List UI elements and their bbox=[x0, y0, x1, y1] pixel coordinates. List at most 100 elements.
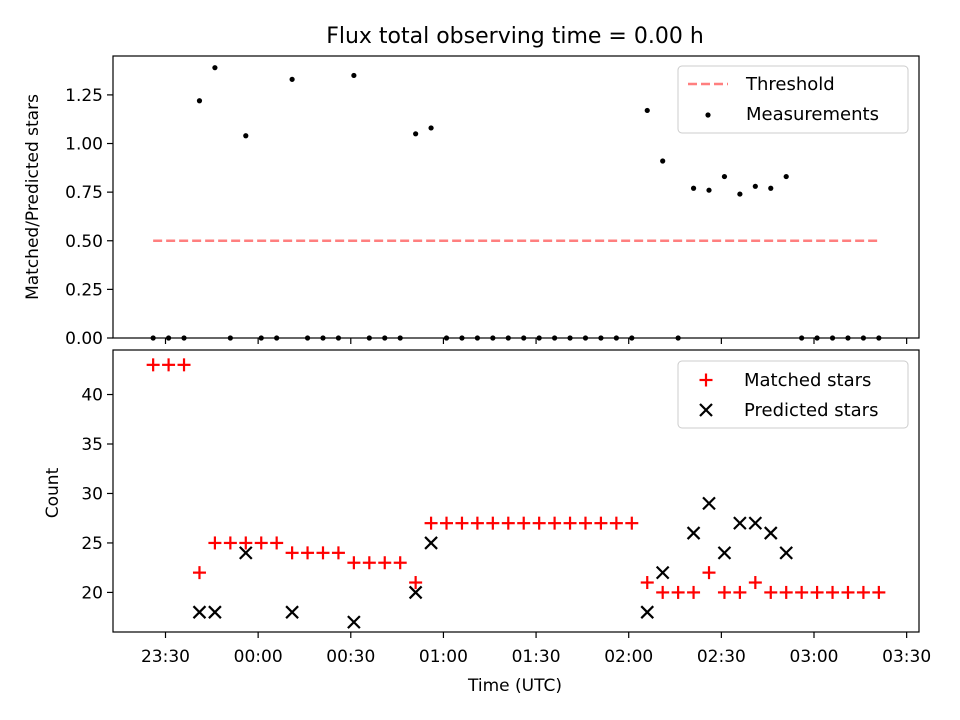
measurement-point bbox=[212, 65, 218, 71]
legend-predicted-marker-b bbox=[699, 403, 713, 417]
measurement-point bbox=[737, 191, 743, 197]
measurement-point bbox=[351, 72, 357, 79]
matched-star-point bbox=[795, 585, 809, 599]
bottom-y-tick-label: 30 bbox=[81, 484, 103, 504]
measurement-point bbox=[660, 158, 666, 164]
matched-star-point bbox=[208, 536, 222, 550]
predicted-star-point-b bbox=[640, 605, 655, 619]
top-legend: Threshold Measurements bbox=[677, 65, 909, 134]
top-plot-marks bbox=[150, 65, 882, 341]
bottom-x-tick-label: 01:30 bbox=[512, 647, 561, 667]
legend-matched-marker bbox=[699, 373, 713, 387]
matched-star-point bbox=[254, 536, 268, 550]
bottom-panel: 20 25 30 35 40 23:30 00:00 00:30 01:00 01:30 02:0… bbox=[43, 349, 931, 696]
top-axes-frame bbox=[112, 55, 920, 339]
legend-threshold-label: Threshold bbox=[745, 74, 835, 95]
matched-star-point bbox=[826, 585, 840, 599]
matched-star-point bbox=[779, 585, 793, 599]
matched-star-point bbox=[177, 358, 191, 372]
bottom-x-axis-label: Time (UTC) bbox=[467, 676, 562, 696]
predicted-star-point-b bbox=[763, 526, 778, 540]
predicted-star-point bbox=[655, 565, 670, 580]
predicted-star-point bbox=[748, 516, 763, 530]
predicted-star-point-b bbox=[347, 615, 361, 629]
top-y-tick-label: 1.25 bbox=[65, 86, 103, 106]
matched-star-point bbox=[563, 516, 577, 530]
matched-star-point bbox=[440, 516, 454, 530]
bottom-x-tick-label: 02:30 bbox=[697, 647, 746, 667]
bottom-x-tick-label: 23:30 bbox=[141, 647, 190, 667]
top-y-tick-label: 1.00 bbox=[65, 135, 103, 155]
measurement-point bbox=[413, 131, 419, 137]
legend-matched-label: Matched stars bbox=[744, 370, 871, 391]
measurement-point bbox=[783, 173, 789, 180]
predicted-star-point bbox=[702, 496, 716, 511]
bottom-x-tick-label: 03:00 bbox=[790, 647, 839, 667]
matched-star-point bbox=[640, 576, 654, 590]
predicted-star-point bbox=[686, 526, 701, 540]
predicted-star-point-b bbox=[239, 546, 253, 560]
legend-predicted-marker bbox=[699, 403, 713, 417]
matched-star-point bbox=[687, 585, 701, 599]
matched-star-point bbox=[578, 516, 592, 530]
matched-star-point bbox=[532, 516, 546, 530]
top-y-tick-label: 0.00 bbox=[65, 329, 103, 349]
legend-predicted-swatch bbox=[699, 403, 713, 417]
predicted-star-point-b bbox=[748, 516, 763, 530]
matched-star-point bbox=[671, 585, 685, 599]
top-x-ticks bbox=[164, 338, 908, 344]
predicted-star-point bbox=[208, 605, 222, 619]
top-y-tick-label: 0.25 bbox=[65, 280, 103, 300]
top-y-axis-label: Matched/Predicted stars bbox=[23, 94, 43, 300]
matched-star-point bbox=[470, 516, 484, 530]
bottom-x-tick-label: 00:00 bbox=[234, 647, 283, 667]
predicted-star-point-b bbox=[717, 546, 732, 560]
predicted-star-point bbox=[779, 546, 793, 560]
predicted-star-point bbox=[239, 546, 253, 560]
matched-star-point bbox=[455, 516, 469, 530]
matched-star-point bbox=[146, 358, 160, 372]
predicted-star-point-b bbox=[285, 605, 299, 619]
top-panel: 0.00 0.25 0.50 0.75 1.00 1.25 Matched/Predict… bbox=[23, 55, 920, 349]
matched-star-point bbox=[162, 358, 176, 372]
predicted-star-point-b bbox=[424, 536, 438, 550]
predicted-star-point-b bbox=[192, 605, 207, 619]
matched-star-point bbox=[393, 556, 407, 570]
predicted-star-point bbox=[192, 605, 207, 619]
matched-star-point bbox=[239, 536, 253, 550]
bottom-axes-frame bbox=[112, 349, 920, 633]
predicted-star-point bbox=[733, 516, 747, 530]
matched-star-point bbox=[270, 536, 284, 550]
bottom-x-tick-label: 02:00 bbox=[604, 647, 653, 667]
predicted-star-point bbox=[717, 546, 732, 560]
bottom-plot-marks bbox=[146, 358, 886, 629]
matched-star-point bbox=[841, 585, 855, 599]
matched-star-point bbox=[409, 576, 423, 590]
measurement-point bbox=[706, 187, 712, 193]
measurement-point bbox=[428, 125, 434, 131]
bottom-y-tick-label: 40 bbox=[81, 386, 103, 406]
matched-star-point bbox=[625, 516, 639, 530]
matched-star-point bbox=[748, 576, 762, 590]
legend-predicted-label: Predicted stars bbox=[744, 400, 878, 421]
top-y-tick-label: 0.50 bbox=[65, 232, 103, 252]
predicted-star-point-b bbox=[733, 516, 747, 530]
legend-measurements-swatch bbox=[705, 112, 711, 118]
predicted-star-point bbox=[408, 585, 423, 600]
matched-star-point bbox=[764, 585, 778, 599]
matched-star-point bbox=[717, 585, 731, 599]
matched-star-point bbox=[424, 516, 438, 530]
measurement-point bbox=[690, 185, 697, 191]
measurement-point bbox=[289, 76, 295, 82]
bottom-x-ticks: 23:30 00:00 00:30 01:00 01:30 02:00 02:30 03:00… bbox=[141, 632, 931, 667]
bottom-x-tick-label: 01:00 bbox=[419, 647, 468, 667]
predicted-star-point bbox=[347, 615, 361, 629]
matched-star-point bbox=[656, 585, 670, 599]
predicted-star-point bbox=[285, 605, 299, 619]
matched-star-point bbox=[810, 585, 824, 599]
matched-star-point bbox=[733, 585, 747, 599]
bottom-y-axis-label: Count bbox=[43, 467, 63, 518]
predicted-star-point-b bbox=[208, 605, 222, 619]
matched-star-point bbox=[702, 566, 716, 580]
matched-star-point bbox=[301, 546, 315, 560]
